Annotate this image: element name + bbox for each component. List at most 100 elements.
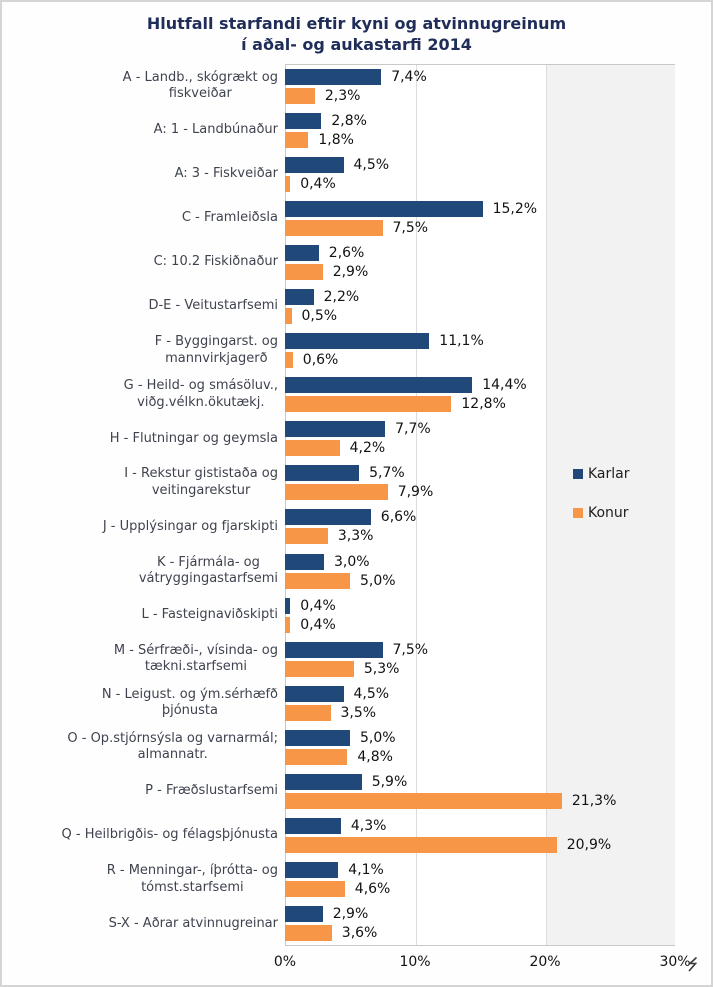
value-label-konur: 3,6% xyxy=(341,925,378,942)
value-label-karlar: 6,6% xyxy=(380,509,417,526)
bar-konur xyxy=(285,616,291,633)
bar-line-konur: 2,3% xyxy=(285,87,675,104)
legend: Karlar Konur xyxy=(573,466,630,521)
value-label-konur: 20,9% xyxy=(566,837,612,854)
value-label-konur: 2,3% xyxy=(324,87,361,104)
value-label-konur: 7,5% xyxy=(392,219,429,236)
category-label: C - Framleiðsla xyxy=(2,210,285,227)
bar-karlar xyxy=(285,377,473,394)
bar-karlar xyxy=(285,862,339,879)
bar-karlar xyxy=(285,200,483,217)
bar-konur xyxy=(285,263,323,280)
bar-line-konur: 5,0% xyxy=(285,572,675,589)
bar-line-karlar: 6,6% xyxy=(285,509,675,526)
bar-pair: 4,3% 20,9% xyxy=(285,818,675,854)
bar-line-karlar: 5,0% xyxy=(285,729,675,746)
category-row: C - Framleiðsla 15,2% 7,5% xyxy=(2,196,675,240)
gridline-20pct xyxy=(546,65,547,945)
value-label-karlar: 5,7% xyxy=(369,465,405,482)
bar-line-karlar: 4,5% xyxy=(285,685,675,702)
bar-karlar xyxy=(285,156,344,173)
bar-pair: 4,5% 3,5% xyxy=(285,685,675,721)
category-row: D-E - Veitustarfsemi 2,2% 0,5% xyxy=(2,284,675,328)
value-label-karlar: 4,5% xyxy=(353,156,390,173)
bar-line-konur: 2,9% xyxy=(285,263,675,280)
category-label-text: K - Fjármála- og vátryggingastarfsemi xyxy=(138,554,278,587)
category-label-text: F - Byggingarst. og mannvirkjagerð xyxy=(154,334,278,366)
category-row: P - Fræðslustarfsemi 5,9% 21,3% xyxy=(2,770,675,814)
bar-karlar xyxy=(285,553,324,570)
category-label-text: P - Fræðslustarfsemi xyxy=(145,783,278,799)
bar-karlar xyxy=(285,465,360,482)
category-row: L - Fasteignaviðskipti 0,4% 0,4% xyxy=(2,593,675,637)
value-label-karlar: 11,1% xyxy=(439,333,484,350)
bar-line-karlar: 5,7% xyxy=(285,465,675,482)
category-row: F - Byggingarst. og mannvirkjagerð 11,1% 0… xyxy=(2,329,675,373)
value-label-konur: 1,8% xyxy=(318,131,354,148)
category-label: A: 1 - Landbúnaður xyxy=(2,122,285,139)
bar-line-konur: 1,8% xyxy=(285,131,675,148)
bar-konur xyxy=(285,87,315,104)
value-label-karlar: 15,2% xyxy=(492,200,538,217)
bar-line-konur: 21,3% xyxy=(285,793,675,810)
bar-line-konur: 0,5% xyxy=(285,308,675,325)
category-row: N - Leigust. og ým.sérhæfð þjónusta 4,5% 3… xyxy=(2,681,675,725)
bar-karlar xyxy=(285,685,344,702)
bar-line-karlar: 4,1% xyxy=(285,862,675,879)
bar-line-karlar: 2,8% xyxy=(285,112,675,129)
gridline-10pct xyxy=(416,65,417,945)
value-label-konur: 21,3% xyxy=(571,793,617,810)
legend-swatch-karlar xyxy=(573,469,583,479)
bar-karlar xyxy=(285,774,362,791)
bar-konur xyxy=(285,352,293,369)
bar-konur xyxy=(285,484,388,501)
category-label-text: G - Heild- og smásöluv., viðg.vélkn.ökut… xyxy=(123,378,278,410)
category-label: A: 3 - Fiskveiðar xyxy=(2,166,285,183)
category-label-text: M - Sérfræði-, vísinda- og tækni.starfse… xyxy=(113,642,278,675)
bar-pair: 7,4% 2,3% xyxy=(285,68,675,104)
value-label-karlar: 14,4% xyxy=(482,377,527,394)
category-label: C: 10.2 Fiskiðnaður xyxy=(2,254,285,271)
category-label: S-X - Aðrar atvinnugreinar xyxy=(2,916,285,933)
bar-pair: 6,6% 3,3% xyxy=(285,509,675,545)
category-label: Q - Heilbrigðis- og félagsþjónusta xyxy=(2,827,285,844)
category-label-text: S-X - Aðrar atvinnugreinar xyxy=(108,915,278,931)
bar-line-karlar: 4,3% xyxy=(285,818,675,835)
bar-line-karlar: 7,4% xyxy=(285,68,675,85)
bar-pair: 2,8% 1,8% xyxy=(285,112,675,148)
value-label-konur: 0,4% xyxy=(300,175,336,192)
category-label-text: A: 3 - Fiskveiðar xyxy=(174,165,278,181)
bar-line-karlar: 2,6% xyxy=(285,244,675,261)
category-label: I - Rekstur gististaða og veitingarekstu… xyxy=(2,466,285,499)
value-label-konur: 0,5% xyxy=(301,308,338,325)
bar-karlar xyxy=(285,818,341,835)
category-label: O - Op.stjórnsýsla og varnarmál; almanna… xyxy=(2,731,285,764)
value-label-konur: 2,9% xyxy=(332,263,369,280)
value-label-konur: 4,6% xyxy=(354,881,391,898)
bar-line-konur: 5,3% xyxy=(285,660,675,677)
category-label: M - Sérfræði-, vísinda- og tækni.starfse… xyxy=(2,643,285,676)
value-label-karlar: 7,5% xyxy=(392,641,429,658)
plot-shaded-band xyxy=(546,65,675,945)
bar-karlar xyxy=(285,906,323,923)
value-label-konur: 5,0% xyxy=(360,572,396,589)
value-label-konur: 0,4% xyxy=(300,616,336,633)
bar-konur xyxy=(285,660,354,677)
value-label-karlar: 0,4% xyxy=(300,597,336,614)
category-row: O - Op.stjórnsýsla og varnarmál; almanna… xyxy=(2,725,675,769)
category-label-text: C - Framleiðsla xyxy=(181,210,278,226)
chart-title-line2: í aðal- og aukastarfi 2014 xyxy=(241,35,472,54)
bar-line-konur: 4,8% xyxy=(285,748,675,765)
category-label: F - Byggingarst. og mannvirkjagerð xyxy=(2,334,285,367)
x-tick-0: 0% xyxy=(273,954,297,970)
category-label-text: O - Op.stjórnsýsla og varnarmál; almanna… xyxy=(67,730,278,763)
category-row: J - Upplýsingar og fjarskipti 6,6% 3,3% xyxy=(2,505,675,549)
category-label-text: L - Fasteignaviðskipti xyxy=(141,606,278,622)
bar-line-karlar: 15,2% xyxy=(285,200,675,217)
category-label-text: C: 10.2 Fiskiðnaður xyxy=(153,254,278,270)
category-label: D-E - Veitustarfsemi xyxy=(2,298,285,315)
bar-pair: 0,4% 0,4% xyxy=(285,597,675,633)
bar-karlar xyxy=(285,289,314,306)
bar-line-karlar: 7,5% xyxy=(285,641,675,658)
category-label: K - Fjármála- og vátryggingastarfsemi xyxy=(2,555,285,588)
